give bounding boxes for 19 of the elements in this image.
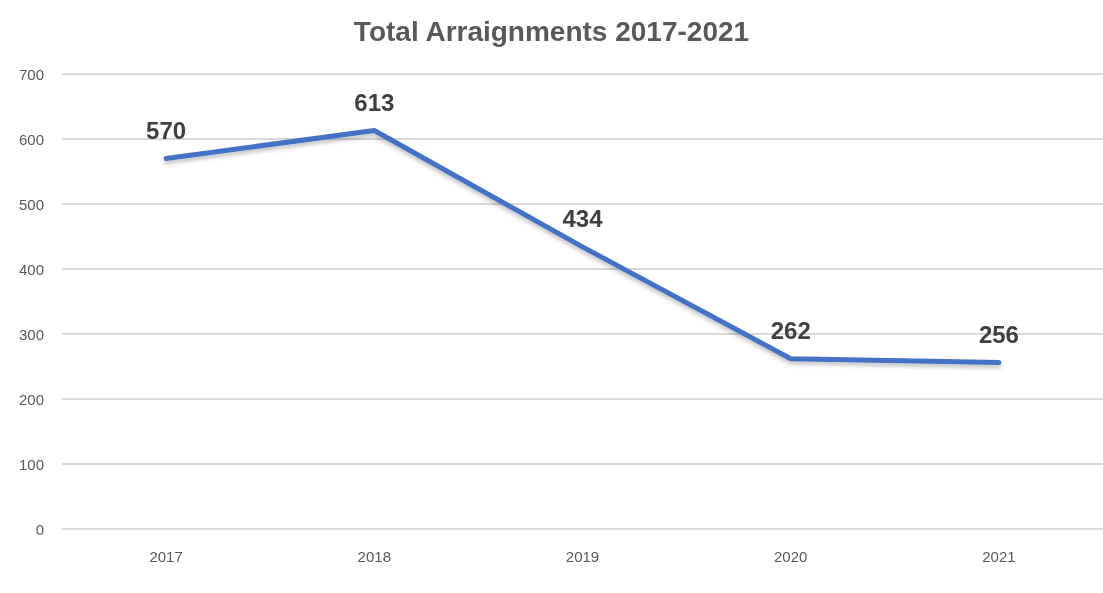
y-tick-label: 400 [18,260,44,278]
y-tick-label: 100 [18,455,44,473]
y-tick-label: 200 [18,390,44,408]
data-label: 256 [978,321,1019,349]
y-tick-label: 0 [35,520,44,538]
data-label: 434 [562,205,604,233]
x-tick-label: 2020 [774,548,808,565]
x-tick-label: 2017 [149,548,183,565]
y-tick-label: 300 [18,325,44,343]
x-tick-label: 2021 [982,548,1016,565]
data-label: 262 [770,317,811,345]
data-label: 613 [354,89,395,117]
chart-title: Total Arraignments 2017-2021 [353,15,750,47]
x-tick-label: 2018 [357,548,391,565]
y-tick-label: 500 [18,195,44,213]
data-label: 570 [146,117,187,144]
x-tick-label: 2019 [565,548,600,565]
y-tick-label: 600 [18,130,44,148]
y-tick-label: 700 [18,65,44,83]
